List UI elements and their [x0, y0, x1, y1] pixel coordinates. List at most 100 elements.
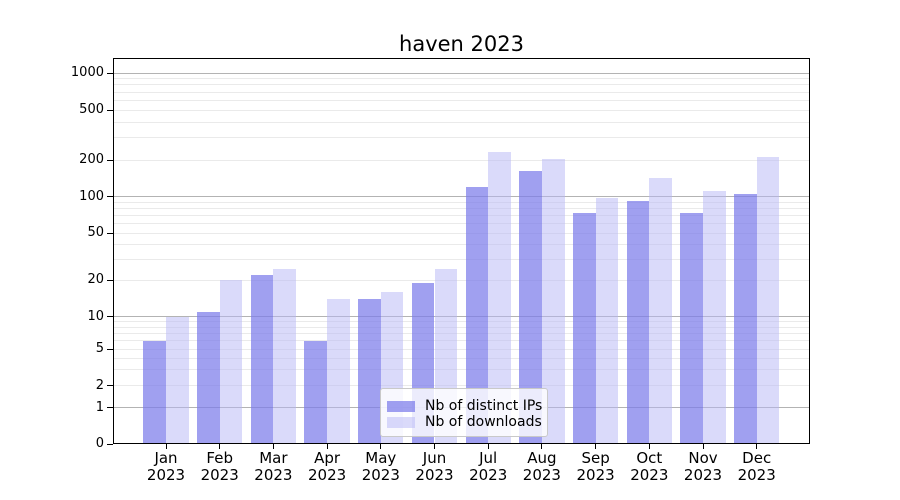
- gridline-minor: [113, 279, 810, 281]
- legend: Nb of distinct IPs Nb of downloads: [380, 388, 548, 437]
- y-tick-mark: [107, 109, 113, 111]
- x-tick-mark: [219, 444, 221, 449]
- x-tick-mark: [326, 444, 328, 449]
- y-tick-label: 500: [79, 102, 104, 117]
- gridline-minor: [113, 232, 810, 234]
- gridline-minor: [113, 326, 810, 328]
- x-tick-mark: [541, 444, 543, 449]
- gridline-minor: [113, 357, 810, 359]
- bar-downloads: [541, 159, 565, 444]
- y-tick-label: 10: [87, 308, 104, 324]
- gridline-minor: [113, 78, 810, 80]
- bar-distinct-ips: [734, 194, 757, 444]
- x-tick-label: Jun 2023: [403, 450, 467, 484]
- gridline-major: [113, 196, 810, 198]
- x-tick-mark: [434, 444, 435, 449]
- y-tick-label: 0: [95, 436, 104, 451]
- gridline-major: [113, 316, 810, 318]
- x-tick-month: Sep: [581, 449, 610, 467]
- x-tick-label: May 2023: [349, 450, 413, 484]
- legend-label-distinct-ips: Nb of distinct IPs: [425, 398, 543, 414]
- chart-title: haven 2023: [399, 32, 524, 56]
- y-tick-label: 20: [87, 272, 104, 288]
- x-tick-month: Mar: [259, 449, 288, 467]
- bar-downloads: [166, 316, 189, 444]
- bar-downloads: [595, 197, 619, 444]
- y-tick-mark: [107, 443, 113, 445]
- gridline-minor: [113, 99, 810, 101]
- y-tick-mark: [107, 159, 113, 161]
- gridline-minor: [113, 348, 810, 350]
- x-tick-month: Jul: [479, 449, 498, 467]
- bar-distinct-ips: [304, 340, 328, 444]
- gridline-minor: [113, 333, 810, 334]
- x-tick-mark: [648, 444, 650, 449]
- x-tick-year: 2023: [254, 466, 293, 484]
- bar-downloads: [273, 268, 297, 444]
- x-tick-year: 2023: [146, 466, 186, 484]
- bar-distinct-ips: [197, 311, 220, 444]
- y-tick-mark: [107, 279, 113, 281]
- x-tick-year: 2023: [683, 466, 723, 484]
- x-tick-year: 2023: [200, 466, 239, 484]
- y-tick-label: 100: [79, 188, 104, 204]
- bar-downloads: [756, 157, 780, 444]
- x-tick-year: 2023: [576, 466, 615, 484]
- y-tick-mark: [107, 196, 113, 198]
- plot-area: [113, 58, 810, 444]
- x-tick-mark: [702, 444, 704, 449]
- gridline-minor: [113, 369, 810, 371]
- gridline-minor: [113, 340, 810, 342]
- x-tick-month: Feb: [206, 449, 233, 467]
- x-tick-mark: [487, 444, 489, 449]
- bar-distinct-ips: [680, 213, 703, 444]
- gridline-minor: [113, 385, 810, 387]
- legend-label-downloads: Nb of downloads: [425, 414, 542, 430]
- gridline-minor: [113, 207, 810, 209]
- x-tick-year: 2023: [308, 466, 347, 484]
- bar-distinct-ips: [143, 340, 166, 444]
- x-tick-mark: [595, 444, 597, 449]
- legend-swatch-distinct-ips: [387, 400, 415, 412]
- bar-distinct-ips: [572, 213, 596, 444]
- bar-distinct-ips: [250, 275, 274, 444]
- gridline-minor: [113, 258, 810, 260]
- x-tick-label: Aug 2023: [510, 450, 574, 484]
- x-tick-mark: [756, 444, 758, 449]
- x-tick-label: Jan 2023: [134, 450, 198, 484]
- gridline-minor: [113, 244, 810, 245]
- x-tick-label: Apr 2023: [295, 450, 359, 484]
- x-tick-month: Apr: [314, 449, 341, 467]
- y-tick-label: 1: [95, 399, 104, 415]
- y-tick-label: 50: [87, 225, 104, 240]
- bar-distinct-ips: [465, 187, 489, 444]
- y-tick-mark: [107, 232, 113, 234]
- x-tick-label: Mar 2023: [241, 450, 305, 484]
- x-tick-month: Jun: [422, 449, 447, 467]
- x-tick-mark: [380, 444, 382, 449]
- y-tick-mark: [107, 316, 113, 318]
- gridline-minor: [113, 201, 810, 203]
- gridline-minor: [113, 223, 810, 224]
- bar-downloads: [488, 152, 511, 444]
- y-tick-label: 1000: [70, 65, 104, 80]
- x-tick-label: Dec 2023: [725, 450, 789, 484]
- x-tick-month: Oct: [636, 449, 663, 467]
- y-tick-label: 5: [95, 341, 104, 357]
- x-tick-year: 2023: [630, 466, 669, 484]
- x-tick-year: 2023: [361, 466, 400, 484]
- y-tick-mark: [107, 348, 113, 350]
- legend-entry-downloads: Nb of downloads: [381, 414, 547, 430]
- x-tick-label: Sep 2023: [564, 450, 628, 484]
- x-tick-label: Oct 2023: [617, 450, 681, 484]
- x-tick-year: 2023: [415, 466, 454, 484]
- gridline-minor: [113, 84, 810, 86]
- bar-distinct-ips: [626, 200, 650, 444]
- y-tick-label: 200: [79, 152, 104, 167]
- x-tick-month: May: [365, 449, 397, 467]
- gridline-minor: [113, 214, 810, 216]
- bar-downloads: [649, 178, 672, 444]
- gridline-major: [113, 72, 810, 74]
- y-tick-mark: [107, 72, 113, 74]
